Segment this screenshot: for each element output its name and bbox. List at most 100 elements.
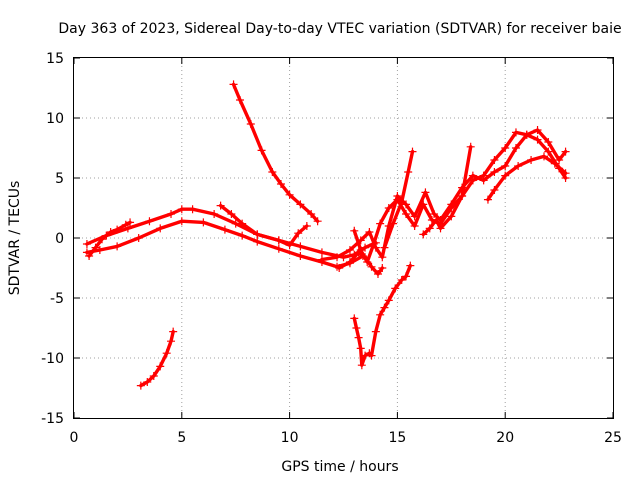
data-point (274, 236, 283, 245)
x-tick-label: 10 (281, 430, 299, 446)
data-point (501, 162, 510, 170)
y-axis-label: SDTVAR / TECUs (7, 181, 23, 296)
data-point (425, 224, 434, 233)
data-point (106, 228, 115, 236)
data-point (483, 195, 492, 204)
y-ticks: -15 -10 -5 0 5 10 15 (41, 51, 613, 427)
data-point (345, 246, 354, 254)
data-point (468, 176, 477, 185)
data-point (126, 218, 135, 227)
data-point (227, 210, 236, 218)
data-point (533, 135, 542, 144)
data-point (561, 169, 570, 178)
data-point (458, 192, 467, 200)
data-point (540, 152, 549, 161)
data-point (136, 381, 145, 390)
series-track-11 (352, 263, 412, 367)
data-point (162, 349, 171, 358)
data-point (357, 361, 366, 370)
data-point (85, 252, 94, 260)
data-point (167, 210, 176, 218)
data-point (393, 195, 402, 204)
data-point (389, 219, 398, 228)
data-point (378, 264, 387, 272)
data-point (397, 276, 406, 284)
data-point (95, 246, 104, 254)
data-point (169, 327, 178, 336)
data-point (345, 258, 354, 266)
data-point (294, 229, 303, 238)
data-point (397, 198, 406, 206)
data-point (188, 205, 197, 214)
data-point (490, 156, 499, 164)
y-tick-label: 5 (55, 171, 64, 187)
data-points (82, 80, 570, 390)
data-point (143, 378, 152, 386)
data-point (430, 210, 439, 218)
series-track-7 (320, 133, 568, 262)
data-point (522, 130, 531, 139)
data-point (432, 216, 441, 224)
data-point (501, 144, 510, 152)
data-point (145, 217, 154, 226)
data-point (236, 96, 245, 104)
data-point (555, 156, 564, 164)
data-point (296, 200, 305, 209)
data-point (253, 230, 262, 239)
data-point (402, 210, 411, 218)
series-track-4 (231, 82, 320, 223)
series-track-12 (486, 154, 568, 202)
data-point (177, 217, 186, 226)
x-tick-label: 15 (388, 430, 406, 446)
series-track-5 (139, 329, 175, 388)
data-point (447, 212, 456, 221)
data-point (490, 168, 499, 176)
data-point (404, 168, 413, 176)
data-point (313, 217, 322, 226)
data-point (361, 253, 370, 262)
y-tick-label: 15 (46, 51, 64, 67)
series-track-6 (218, 203, 309, 247)
x-tick-label: 5 (177, 430, 186, 446)
data-point (113, 242, 122, 251)
y-tick-label: -10 (41, 351, 64, 367)
data-point (82, 240, 91, 248)
data-point (410, 222, 419, 230)
grid (74, 58, 613, 418)
data-point (317, 248, 326, 257)
data-point (356, 344, 365, 353)
data-point (501, 171, 510, 180)
data-point (544, 147, 553, 156)
x-axis-label: GPS time / hours (281, 459, 398, 475)
data-point (285, 241, 294, 250)
series-track-10 (421, 145, 473, 237)
data-point (402, 272, 411, 281)
data-point (511, 128, 520, 137)
data-point (253, 237, 262, 246)
x-tick-label: 0 (70, 430, 79, 446)
data-point (156, 224, 165, 233)
data-point (436, 224, 445, 233)
data-point (238, 231, 247, 240)
data-point (371, 327, 380, 336)
data-point (369, 240, 378, 248)
data-point (216, 201, 225, 210)
plot-frame (73, 57, 614, 419)
y-tick-label: -15 (41, 411, 64, 427)
data-point (490, 186, 499, 194)
data-point (113, 225, 122, 234)
data-point (134, 234, 143, 242)
y-tick-label: 0 (55, 231, 64, 247)
data-point (527, 156, 536, 164)
data-point (268, 168, 277, 176)
data-point (367, 351, 376, 360)
data-point (317, 255, 326, 264)
data-point (276, 180, 285, 188)
data-point (296, 242, 305, 251)
data-point (296, 252, 305, 260)
data-point (302, 222, 311, 230)
data-point (220, 225, 229, 234)
data-point (561, 147, 570, 156)
data-point (350, 314, 359, 323)
